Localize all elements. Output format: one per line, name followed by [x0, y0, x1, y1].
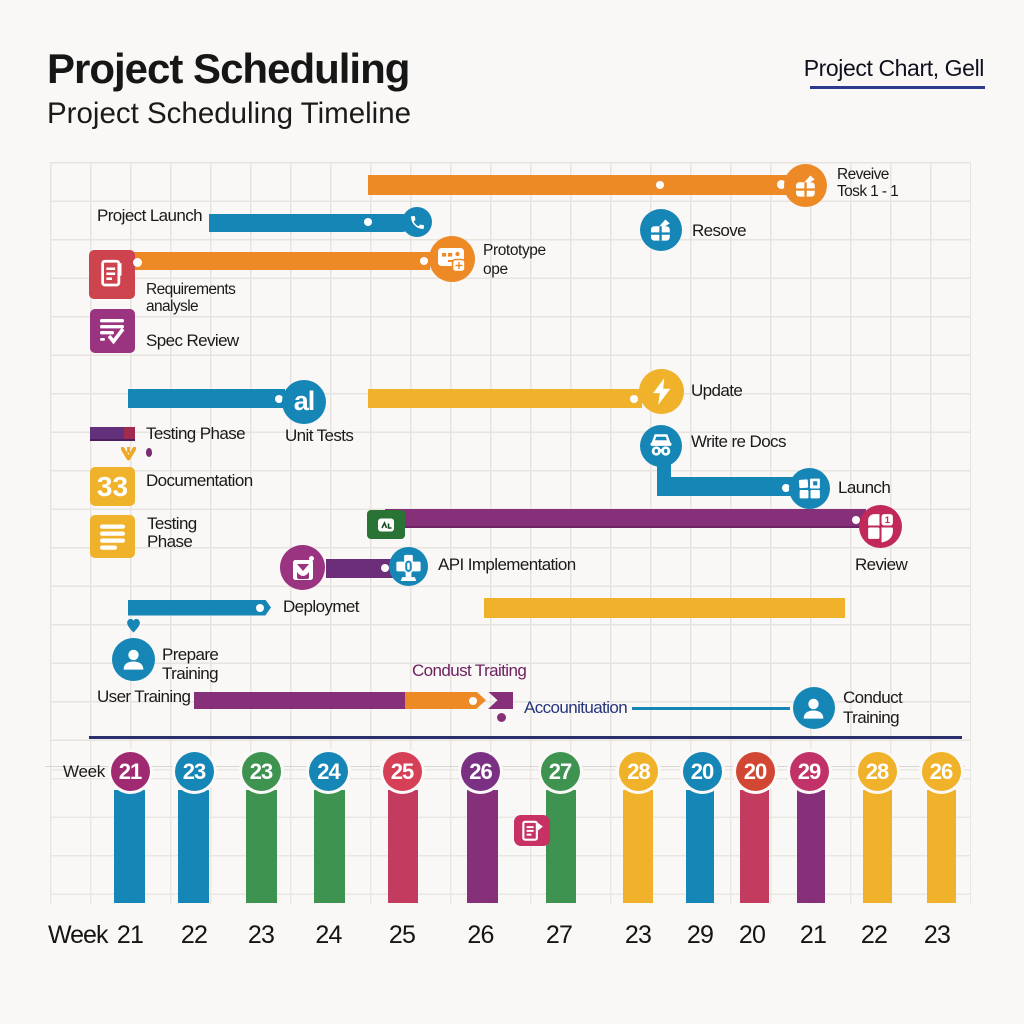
- svg-text:1: 1: [885, 515, 890, 525]
